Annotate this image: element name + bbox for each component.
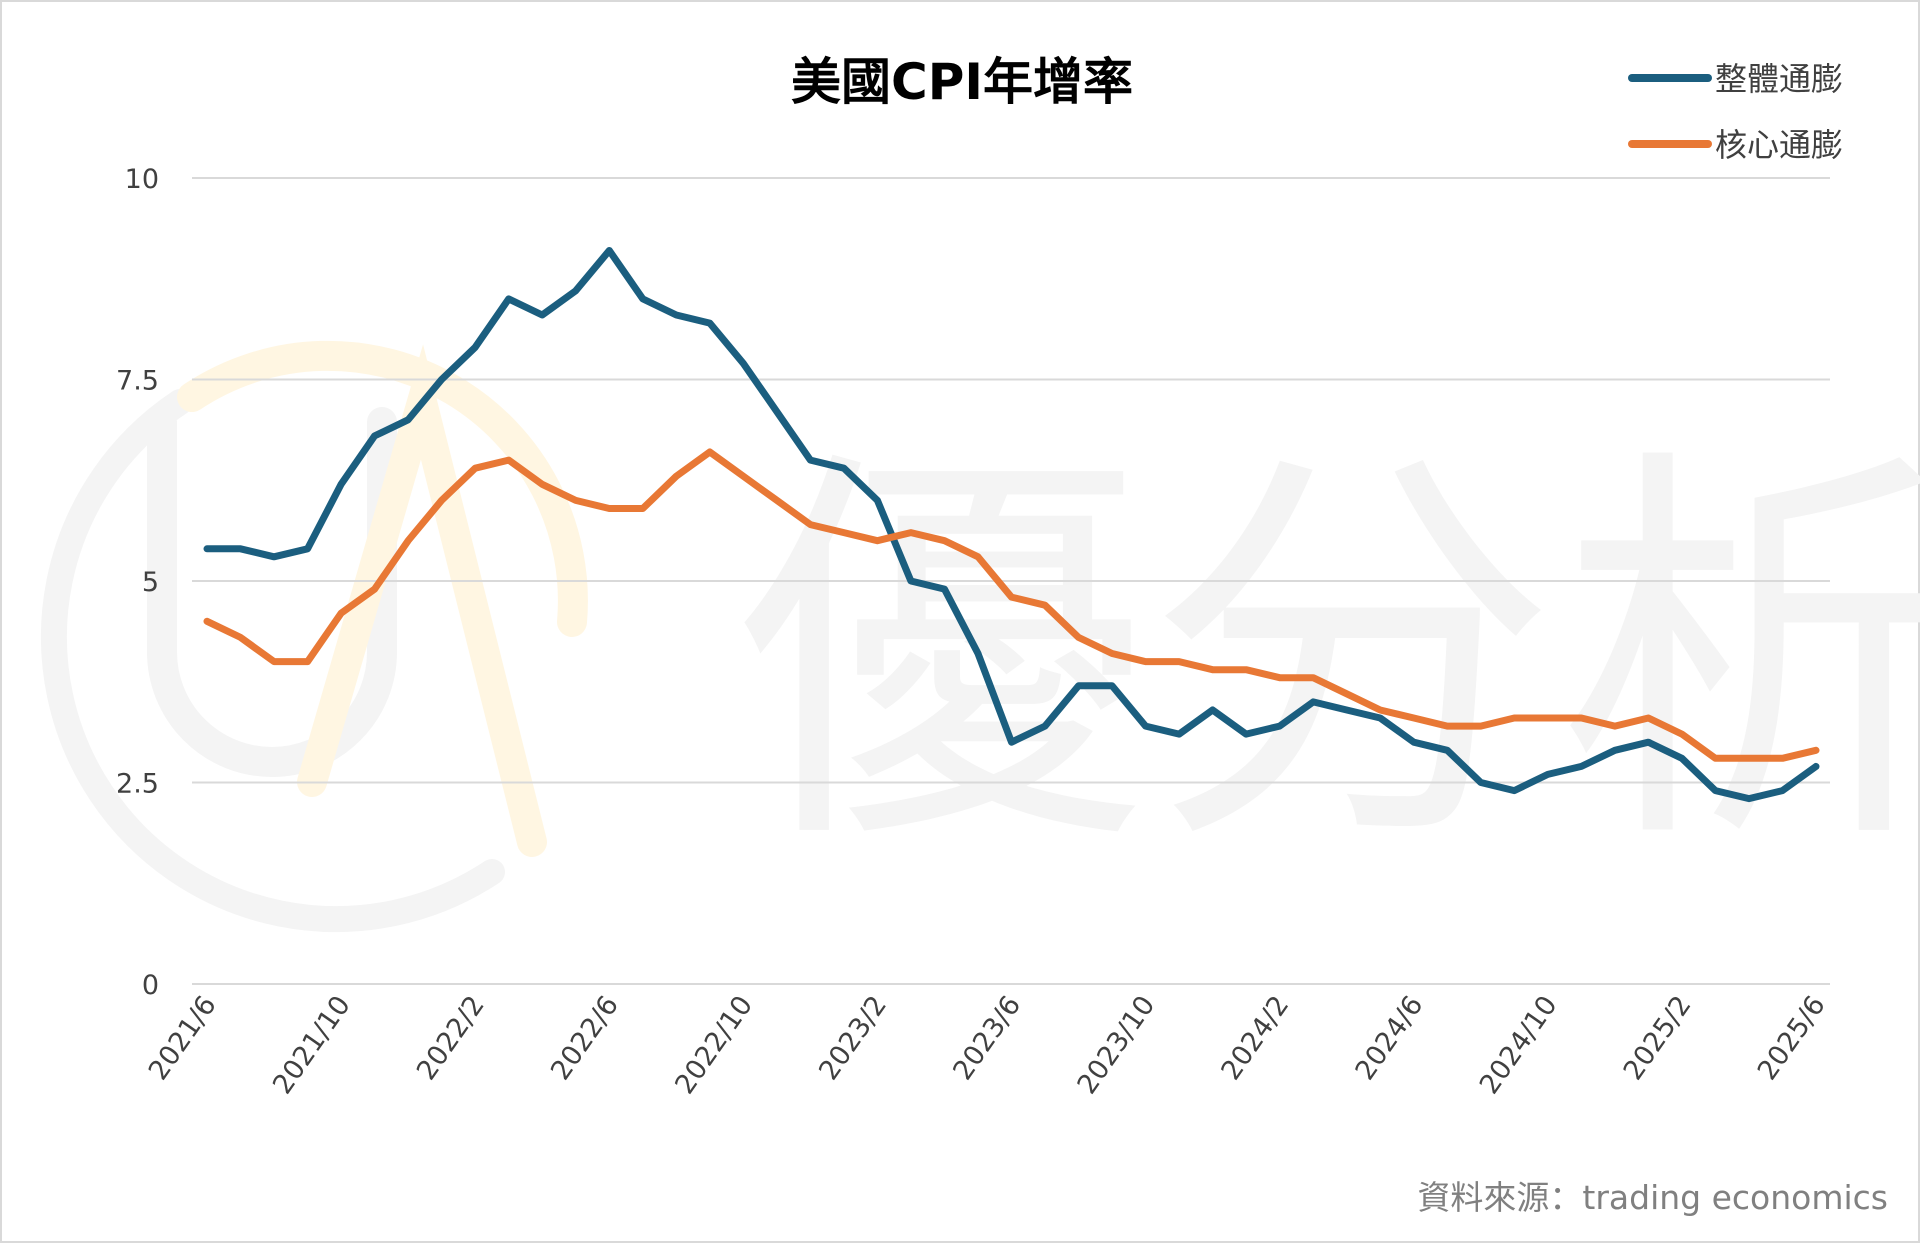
x-tick-label: 2023/2 (813, 990, 893, 1086)
x-tick-label: 2021/10 (267, 990, 357, 1100)
ua-logo-watermark (40, 340, 588, 933)
x-axis: 2021/6 2021/10 2022/2 2022/6 2022/10 2023/2 20… (143, 990, 1832, 1100)
legend: 整體通膨 核心通膨 (1628, 60, 1843, 164)
legend-label-series-1: 整體通膨 (1715, 60, 1843, 98)
x-tick-label: 2023/10 (1072, 990, 1162, 1100)
x-tick-label: 2022/6 (545, 990, 625, 1086)
series-line-2 (203, 448, 1820, 762)
gridlines (192, 177, 1830, 985)
y-tick-label: 2.5 (116, 769, 159, 800)
chart-title: 美國CPI年增率 (791, 53, 1133, 111)
y-tick-label: 7.5 (116, 366, 159, 397)
x-tick-label: 2022/2 (411, 990, 491, 1086)
x-tick-label: 2024/2 (1216, 990, 1296, 1086)
watermark-text: 優分析 (737, 416, 1920, 894)
series-line-1 (203, 247, 1820, 803)
y-axis: 0 2.5 5 7.5 10 (116, 164, 159, 1001)
legend-label-series-2: 核心通膨 (1715, 126, 1843, 164)
y-tick-label: 5 (142, 567, 159, 598)
x-tick-label: 2021/6 (143, 990, 223, 1086)
source-note: 資料來源：trading economics (1417, 1178, 1888, 1217)
watermark: 優分析 (40, 340, 1920, 933)
x-tick-label: 2022/10 (669, 990, 759, 1100)
x-tick-label: 2024/6 (1350, 990, 1430, 1086)
x-tick-label: 2025/6 (1752, 990, 1832, 1086)
y-tick-label: 0 (142, 970, 159, 1001)
x-tick-label: 2025/2 (1618, 990, 1698, 1086)
x-tick-label: 2024/10 (1474, 990, 1564, 1100)
y-tick-label: 10 (125, 164, 159, 195)
series-group (203, 247, 1820, 803)
x-tick-label: 2023/6 (947, 990, 1027, 1086)
